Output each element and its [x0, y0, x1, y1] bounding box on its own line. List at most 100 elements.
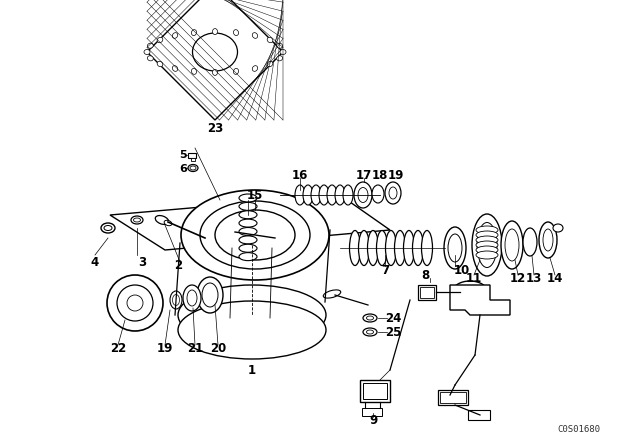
- Circle shape: [117, 285, 153, 321]
- Ellipse shape: [385, 182, 401, 204]
- Ellipse shape: [172, 66, 178, 71]
- Ellipse shape: [403, 231, 415, 266]
- Circle shape: [127, 295, 143, 311]
- Ellipse shape: [476, 231, 498, 239]
- Polygon shape: [147, 0, 283, 120]
- Ellipse shape: [178, 285, 326, 345]
- Ellipse shape: [239, 244, 257, 252]
- Ellipse shape: [252, 33, 258, 39]
- Ellipse shape: [187, 290, 197, 306]
- Ellipse shape: [448, 234, 462, 262]
- Ellipse shape: [389, 187, 397, 199]
- Ellipse shape: [276, 43, 283, 48]
- Ellipse shape: [476, 246, 498, 254]
- Ellipse shape: [239, 194, 257, 202]
- Ellipse shape: [452, 281, 488, 303]
- Ellipse shape: [413, 231, 424, 266]
- Ellipse shape: [477, 223, 497, 267]
- Ellipse shape: [303, 185, 313, 205]
- Ellipse shape: [394, 231, 406, 266]
- Ellipse shape: [354, 182, 372, 208]
- Text: 1: 1: [248, 363, 256, 376]
- Text: 25: 25: [385, 326, 401, 339]
- Ellipse shape: [539, 222, 557, 258]
- Text: 19: 19: [157, 341, 173, 354]
- Ellipse shape: [193, 33, 237, 71]
- Ellipse shape: [147, 56, 154, 61]
- Text: 4: 4: [91, 255, 99, 268]
- Text: 19: 19: [388, 168, 404, 181]
- Text: 13: 13: [526, 271, 542, 284]
- Ellipse shape: [173, 294, 179, 306]
- Ellipse shape: [367, 231, 378, 266]
- Ellipse shape: [215, 210, 295, 260]
- Ellipse shape: [234, 30, 239, 35]
- Ellipse shape: [239, 211, 257, 219]
- Ellipse shape: [501, 221, 523, 269]
- Ellipse shape: [101, 223, 115, 233]
- Ellipse shape: [104, 225, 112, 231]
- Ellipse shape: [422, 231, 433, 266]
- Ellipse shape: [327, 185, 337, 205]
- Ellipse shape: [349, 231, 360, 266]
- Ellipse shape: [212, 69, 218, 75]
- Text: 14: 14: [547, 271, 563, 284]
- Ellipse shape: [472, 214, 502, 276]
- Ellipse shape: [197, 277, 223, 313]
- Ellipse shape: [188, 164, 198, 172]
- Text: 6: 6: [179, 164, 187, 174]
- Ellipse shape: [363, 328, 377, 336]
- Text: 15: 15: [247, 189, 263, 202]
- Bar: [440, 392, 466, 403]
- Text: 9: 9: [369, 414, 377, 426]
- Ellipse shape: [200, 201, 310, 269]
- Ellipse shape: [367, 330, 374, 334]
- Ellipse shape: [252, 66, 258, 71]
- Bar: [363, 383, 387, 399]
- Ellipse shape: [295, 185, 305, 205]
- Ellipse shape: [553, 224, 563, 232]
- Ellipse shape: [543, 229, 553, 251]
- Ellipse shape: [178, 301, 326, 359]
- Ellipse shape: [134, 218, 141, 222]
- Ellipse shape: [212, 29, 218, 34]
- Text: 20: 20: [210, 341, 226, 354]
- Text: 16: 16: [292, 168, 308, 181]
- Circle shape: [107, 275, 163, 331]
- Bar: [468, 410, 490, 420]
- Polygon shape: [450, 285, 510, 315]
- Text: C0S01680: C0S01680: [557, 425, 600, 434]
- Ellipse shape: [234, 69, 239, 74]
- Ellipse shape: [523, 228, 537, 256]
- Ellipse shape: [376, 231, 387, 266]
- Ellipse shape: [358, 231, 369, 266]
- Text: 3: 3: [138, 255, 146, 268]
- Ellipse shape: [363, 314, 377, 322]
- Ellipse shape: [147, 43, 154, 48]
- Text: 12: 12: [510, 271, 526, 284]
- Ellipse shape: [157, 61, 163, 67]
- Ellipse shape: [239, 228, 257, 236]
- Ellipse shape: [239, 219, 257, 227]
- Polygon shape: [110, 195, 390, 250]
- Ellipse shape: [358, 188, 368, 202]
- Bar: [188, 153, 196, 158]
- Ellipse shape: [183, 285, 201, 311]
- Text: 7: 7: [381, 263, 389, 276]
- Ellipse shape: [444, 227, 466, 269]
- Ellipse shape: [202, 283, 218, 307]
- Bar: [360, 380, 390, 402]
- Ellipse shape: [476, 241, 498, 249]
- Ellipse shape: [164, 220, 172, 226]
- Ellipse shape: [372, 185, 384, 203]
- Ellipse shape: [170, 291, 182, 309]
- Ellipse shape: [156, 215, 169, 224]
- Ellipse shape: [239, 236, 257, 244]
- Bar: [362, 408, 382, 416]
- Ellipse shape: [335, 185, 345, 205]
- Ellipse shape: [172, 33, 178, 39]
- Ellipse shape: [181, 190, 329, 280]
- Text: 22: 22: [110, 341, 126, 354]
- Ellipse shape: [476, 236, 498, 244]
- Ellipse shape: [239, 253, 257, 261]
